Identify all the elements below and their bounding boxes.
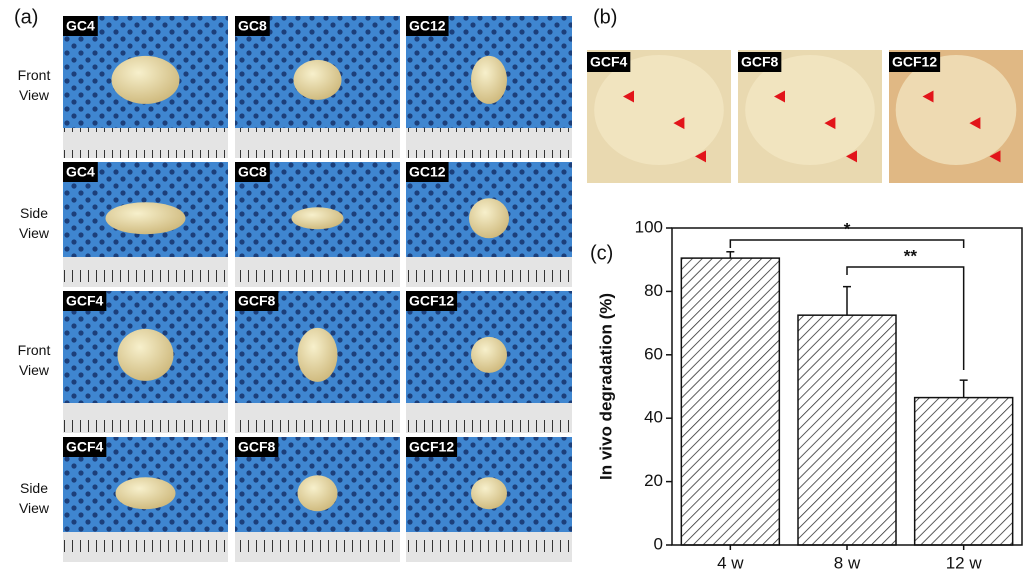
ruler <box>406 128 572 158</box>
tile-label: GCF8 <box>238 439 276 455</box>
row-label: Front View <box>8 340 60 380</box>
sample <box>471 56 507 104</box>
tile-label: GCF12 <box>409 293 454 309</box>
tile-label: GC8 <box>238 164 267 180</box>
sample <box>116 477 176 509</box>
ruler <box>406 403 572 433</box>
row-label: Side View <box>8 478 60 518</box>
sample <box>112 56 180 104</box>
row-label-box: Side View <box>8 478 60 522</box>
tile-label: GCF4 <box>590 54 628 70</box>
row-label-box: Side View <box>8 203 60 247</box>
x-tick-label: 12 w <box>946 553 983 572</box>
y-tick-label: 40 <box>644 408 663 427</box>
tile-label: GCF4 <box>66 439 104 455</box>
ruler <box>406 257 572 287</box>
tile-label: GCF12 <box>409 439 454 455</box>
y-tick-label: 80 <box>644 281 663 300</box>
bar <box>681 258 779 545</box>
tile-label: GCF8 <box>238 293 276 309</box>
ruler <box>406 532 572 562</box>
tile-label: GC4 <box>66 164 95 180</box>
row-label-box: Front View <box>8 340 60 384</box>
ruler <box>63 257 228 287</box>
figure: (a) (b) (c) Front View GC4 GC8 GC12 Side Vie… <box>0 0 1025 574</box>
panel-label: (a) <box>14 6 38 28</box>
y-axis-label: In vivo degradation (%) <box>596 293 615 480</box>
significance-bracket <box>730 240 963 248</box>
tile-label: GC12 <box>409 164 446 180</box>
tile-label: GC12 <box>409 18 446 34</box>
ruler <box>235 403 400 433</box>
sample <box>106 202 186 234</box>
ruler <box>235 257 400 287</box>
bar <box>915 398 1013 545</box>
y-tick-label: 60 <box>644 344 663 363</box>
ruler <box>63 128 228 158</box>
panel-label: (c) <box>590 242 613 264</box>
significance-label: * <box>844 219 851 238</box>
sample <box>294 60 342 100</box>
ruler <box>235 532 400 562</box>
sample <box>118 329 174 381</box>
y-tick-label: 0 <box>654 534 663 553</box>
tile-label: GCF12 <box>892 54 937 70</box>
tile-label: GCF8 <box>741 54 779 70</box>
ruler <box>63 532 228 562</box>
tile-label: GC4 <box>66 18 95 34</box>
sample <box>292 207 344 229</box>
ruler <box>63 403 228 433</box>
sample <box>298 328 338 382</box>
bar <box>798 315 896 545</box>
panel-label: (b) <box>593 6 617 28</box>
y-tick-label: 100 <box>635 217 663 236</box>
y-tick-label: 20 <box>644 471 663 490</box>
sample <box>471 337 507 373</box>
tile-label: GC8 <box>238 18 267 34</box>
sample <box>469 198 509 238</box>
row-label: Front View <box>8 65 60 105</box>
sample <box>298 475 338 511</box>
x-tick-label: 8 w <box>834 553 861 572</box>
significance-label: ** <box>904 246 918 265</box>
x-tick-label: 4 w <box>717 553 744 572</box>
row-label: Side View <box>8 203 60 243</box>
sample <box>471 477 507 509</box>
tile-label: GCF4 <box>66 293 104 309</box>
ruler <box>235 128 400 158</box>
row-label-box: Front View <box>8 65 60 109</box>
